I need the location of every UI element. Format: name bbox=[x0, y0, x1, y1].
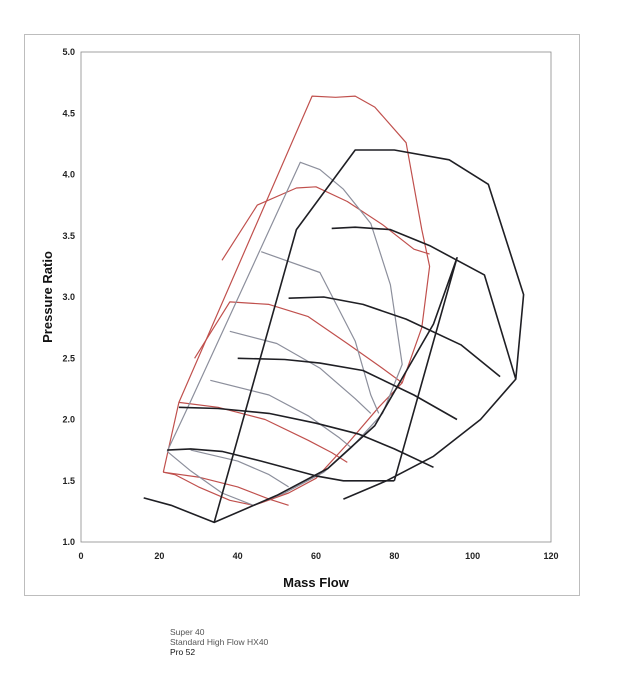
legend-item-pro-52: Pro 52 bbox=[170, 647, 196, 657]
y-axis-title: Pressure Ratio bbox=[40, 251, 55, 343]
pro-52-efficiency-line bbox=[167, 448, 395, 482]
y-tick-label: 4.0 bbox=[62, 170, 75, 180]
legend-item-hx40: Standard High Flow HX40 bbox=[170, 637, 269, 647]
y-tick-label: 2.5 bbox=[62, 353, 75, 363]
standard-high-flow-hx40-surge-line bbox=[166, 161, 403, 506]
pro-52-efficiency-line bbox=[213, 149, 525, 523]
series-pro-52 bbox=[143, 149, 525, 524]
standard-high-flow-hx40-efficiency-line bbox=[210, 379, 352, 449]
x-tick-label: 20 bbox=[154, 551, 164, 561]
x-tick-label: 0 bbox=[78, 551, 83, 561]
standard-high-flow-hx40-efficiency-line bbox=[190, 449, 289, 488]
y-tick-label: 4.5 bbox=[62, 108, 75, 118]
super-40-efficiency-line bbox=[194, 301, 403, 384]
x-tick-label: 120 bbox=[543, 551, 558, 561]
chart-frame: 0 20 40 60 80 100 120 1.0 1.5 2.0 2.5 3.0 3.5 4.0 4.5 5… bbox=[24, 34, 580, 596]
y-tick-label: 3.0 bbox=[62, 292, 75, 302]
x-tick-label: 40 bbox=[233, 551, 243, 561]
y-tick-label: 1.0 bbox=[62, 537, 75, 547]
pro-52-surge-line bbox=[143, 257, 458, 524]
pro-52-efficiency-line bbox=[288, 296, 501, 378]
x-tick-label: 100 bbox=[465, 551, 480, 561]
y-tick-label: 5.0 bbox=[62, 47, 75, 57]
plot-area bbox=[80, 51, 552, 543]
pro-52-efficiency-line bbox=[178, 406, 434, 469]
compressor-map-chart: 0 20 40 60 80 100 120 1.0 1.5 2.0 2.5 3.0 3.5 4.0 4.5 5… bbox=[40, 47, 559, 590]
y-tick-label: 3.5 bbox=[62, 231, 75, 241]
x-tick-label: 80 bbox=[389, 551, 399, 561]
x-axis-title: Mass Flow bbox=[283, 575, 350, 590]
x-tick-label: 60 bbox=[311, 551, 321, 561]
standard-high-flow-hx40-efficiency-line bbox=[229, 330, 372, 414]
y-tick-label: 2.0 bbox=[62, 415, 75, 425]
pro-52-efficiency-line bbox=[331, 226, 517, 380]
legend-item-super-40: Super 40 bbox=[170, 627, 205, 637]
series-standard-high-flow-hx40 bbox=[166, 161, 403, 506]
series-super-40 bbox=[162, 95, 431, 506]
super-40-efficiency-line bbox=[163, 471, 289, 506]
pro-52-efficiency-line bbox=[237, 357, 458, 421]
standard-high-flow-hx40-efficiency-line bbox=[260, 251, 380, 414]
super-40-efficiency-line bbox=[178, 401, 348, 463]
legend: Super 40 Standard High Flow HX40 Pro 52 bbox=[170, 627, 268, 657]
super-40-surge-line bbox=[162, 95, 431, 506]
y-tick-label: 1.5 bbox=[62, 476, 75, 486]
super-40-efficiency-line bbox=[221, 186, 430, 261]
